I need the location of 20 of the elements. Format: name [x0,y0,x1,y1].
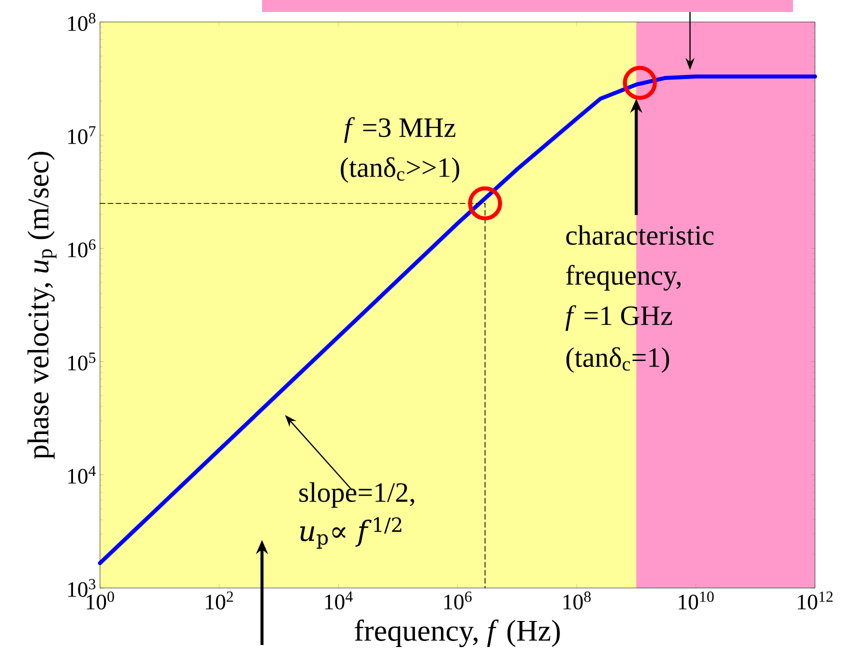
x-tick-label: 10$^{2}$ [206,592,233,610]
y-tick-label: 10$^{7}$ [68,126,96,144]
x-tick-label: 10$^{6}$ [444,592,472,610]
annotation: (tanδ$_{c}$>>1) [340,157,460,183]
x-tick-label: 10$^{12}$ [798,592,833,610]
annotation: (tanδ$_{c}$=1) [566,347,670,373]
annotation: f =3 MHz [344,117,456,143]
x-tick-label: 10$^{4}$ [325,592,353,610]
annotation: slope=1/2, [299,482,414,508]
y-tick-label: 10$^{5}$ [68,352,96,371]
x-tick-label: 10$^{0}$ [86,592,114,610]
y-axis-title: phase velocity, u$_{p}$ (m/sec) [27,152,56,459]
x-tick-label: 10$^{10}$ [678,592,714,610]
y-tick-label: 10$^{4}$ [68,466,96,484]
annotation: f =1 GHz [566,305,672,331]
annotation: u$_{p}$∝ f$^{1/2}$ [300,517,402,549]
x-axis-title: frequency, f (Hz) [354,620,560,648]
y-tick-label: 10$^{8}$ [68,13,96,31]
x-tick-label: 10$^{8}$ [564,592,591,610]
y-tick-label: 10$^{6}$ [68,239,96,258]
